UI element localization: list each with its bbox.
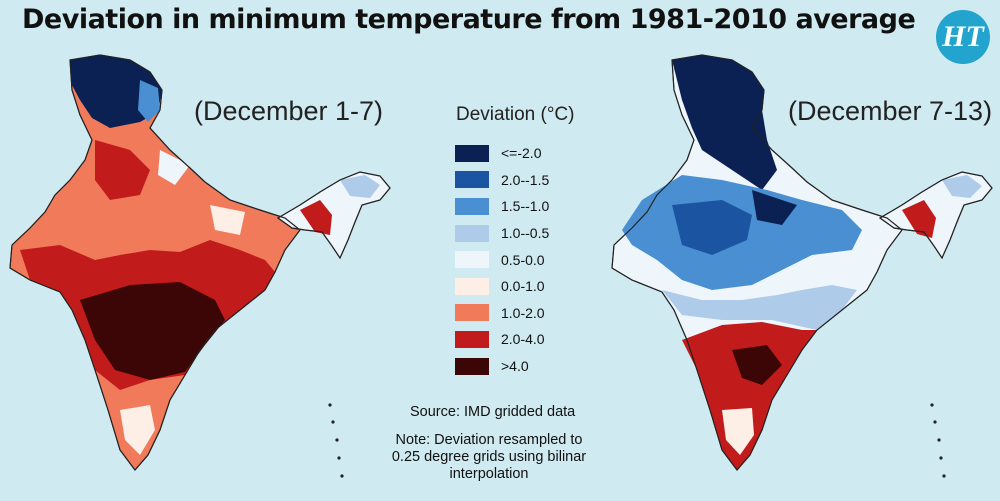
legend-label: 0.0-1.0 — [501, 278, 545, 295]
legend-label: 0.5-0.0 — [501, 251, 545, 268]
legend-swatch — [455, 197, 489, 215]
legend-label: <=-2.0 — [501, 145, 542, 162]
legend-swatch — [455, 224, 489, 242]
map-december-1-7 — [9, 54, 391, 478]
legend-item: 1.0--0.5 — [455, 220, 549, 247]
legend: <=-2.0 2.0--1.5 1.5--1.0 1.0--0.5 0.5-0.… — [455, 140, 549, 379]
legend-title: Deviation (°C) — [456, 104, 575, 125]
legend-item: >4.0 — [455, 353, 549, 380]
legend-item: 0.0-1.0 — [455, 273, 549, 300]
legend-label: 2.0-4.0 — [501, 331, 545, 348]
legend-item: 1.0-2.0 — [455, 300, 549, 327]
legend-item: 1.5--1.0 — [455, 193, 549, 220]
legend-swatch — [455, 277, 489, 295]
legend-item: <=-2.0 — [455, 140, 549, 167]
legend-swatch — [455, 330, 489, 348]
period-label-right: (December 7-13) — [788, 96, 993, 126]
legend-swatch — [455, 144, 489, 162]
chart-title: Deviation in minimum temperature from 19… — [22, 4, 916, 35]
legend-item: 2.0-4.0 — [455, 326, 549, 353]
legend-label: 1.5--1.0 — [501, 198, 550, 215]
legend-item: 0.5-0.0 — [455, 246, 549, 273]
legend-swatch — [455, 171, 489, 189]
method-note: Note: Deviation resampled to 0.25 degree… — [391, 432, 587, 482]
source-note: Source: IMD gridded data — [410, 404, 576, 420]
legend-label: 1.0-2.0 — [501, 304, 545, 321]
legend-label: 2.0--1.5 — [501, 171, 550, 188]
legend-label: >4.0 — [501, 358, 529, 375]
legend-swatch — [455, 304, 489, 322]
legend-swatch — [455, 357, 489, 375]
legend-label: 1.0--0.5 — [501, 225, 550, 242]
legend-item: 2.0--1.5 — [455, 167, 549, 194]
map-december-7-13 — [611, 54, 993, 478]
ht-logo: HT — [936, 10, 990, 64]
period-label-left: (December 1-7) — [194, 96, 384, 126]
legend-swatch — [455, 251, 489, 269]
